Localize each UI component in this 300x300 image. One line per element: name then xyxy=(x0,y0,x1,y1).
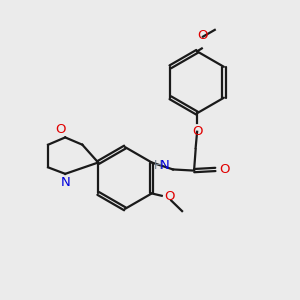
Text: O: O xyxy=(164,190,175,203)
Text: O: O xyxy=(192,125,202,138)
Text: N: N xyxy=(60,176,70,189)
Text: O: O xyxy=(219,163,230,176)
Text: H: H xyxy=(154,159,163,172)
Text: O: O xyxy=(197,29,208,42)
Text: O: O xyxy=(56,123,66,136)
Text: N: N xyxy=(160,159,170,172)
